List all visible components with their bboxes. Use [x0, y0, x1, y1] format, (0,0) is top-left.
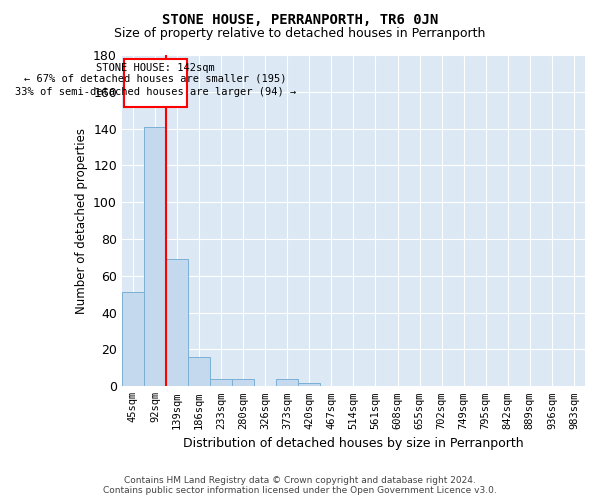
Bar [210, 379, 232, 386]
Text: STONE HOUSE, PERRANPORTH, TR6 0JN: STONE HOUSE, PERRANPORTH, TR6 0JN [162, 12, 438, 26]
Text: Size of property relative to detached houses in Perranporth: Size of property relative to detached ho… [115, 28, 485, 40]
Bar [188, 357, 210, 386]
Text: STONE HOUSE: 142sqm: STONE HOUSE: 142sqm [96, 63, 215, 73]
Bar [166, 260, 188, 386]
Text: 33% of semi-detached houses are larger (94) →: 33% of semi-detached houses are larger (… [15, 87, 296, 97]
Bar [124, 58, 187, 106]
Bar [122, 292, 144, 386]
Text: Contains HM Land Registry data © Crown copyright and database right 2024.
Contai: Contains HM Land Registry data © Crown c… [103, 476, 497, 495]
X-axis label: Distribution of detached houses by size in Perranporth: Distribution of detached houses by size … [183, 437, 524, 450]
Bar [276, 379, 298, 386]
Y-axis label: Number of detached properties: Number of detached properties [74, 128, 88, 314]
Bar [144, 127, 166, 386]
Text: ← 67% of detached houses are smaller (195): ← 67% of detached houses are smaller (19… [24, 74, 287, 84]
Bar [298, 382, 320, 386]
Bar [232, 379, 254, 386]
